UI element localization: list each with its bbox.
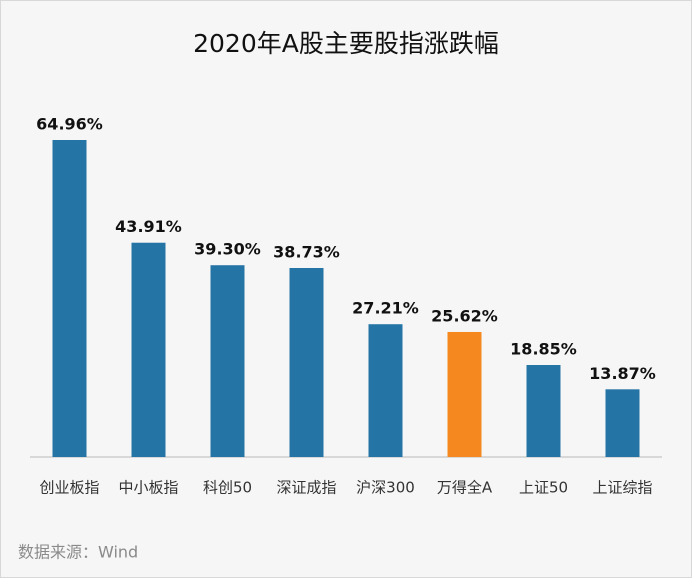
x-tick-label: 创业板指: [39, 479, 99, 497]
value-label: 64.96%: [36, 115, 103, 134]
value-label: 18.85%: [510, 340, 577, 359]
bar: [131, 242, 166, 457]
bar: [210, 265, 245, 457]
x-tick-label: 科创50: [203, 479, 252, 497]
bar: [368, 324, 403, 457]
chart-title: 2020年A股主要股指涨跌幅: [193, 29, 499, 58]
x-tick-label: 深证成指: [276, 479, 336, 497]
value-label: 13.87%: [589, 364, 656, 383]
x-tick-label: 上证综指: [592, 479, 652, 497]
x-tick-label: 中小板指: [118, 479, 178, 497]
x-tick-label: 上证50: [519, 479, 568, 497]
value-label: 25.62%: [431, 306, 498, 325]
value-label: 27.21%: [352, 299, 419, 318]
source-note: 数据来源：Wind: [18, 543, 138, 562]
bar: [52, 140, 87, 457]
bar: [526, 365, 561, 457]
bar: [447, 331, 482, 457]
value-label: 39.30%: [194, 240, 261, 259]
value-label: 43.91%: [115, 217, 182, 236]
bar: [289, 268, 324, 457]
x-tick-label: 万得全A: [437, 479, 493, 497]
value-label: 38.73%: [273, 243, 340, 262]
bar: [605, 389, 640, 457]
x-tick-label: 沪深300: [356, 479, 415, 497]
